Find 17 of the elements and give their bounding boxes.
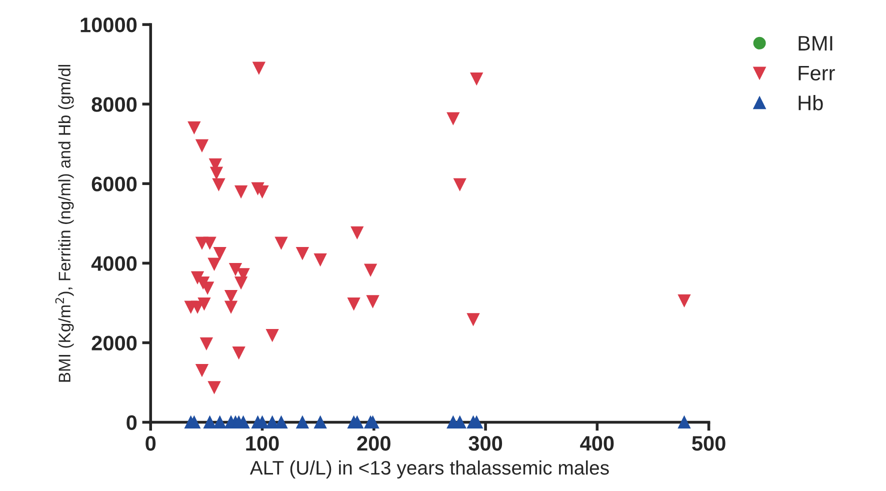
x-tick-label: 0 bbox=[146, 436, 156, 451]
y-tick-label: 6000 bbox=[92, 176, 137, 192]
y-tick-label: 4000 bbox=[91, 256, 137, 271]
x-tick-label: 100 bbox=[246, 436, 279, 451]
y-tick-label: 0 bbox=[126, 415, 137, 430]
x-tick-label: 400 bbox=[580, 436, 614, 451]
legend-label: BMI bbox=[798, 36, 832, 50]
y-axis-title: BMI (Kg/m$^{2}$), Ferritin (ng/ml) and Hb (gm/dl bbox=[55, 64, 74, 382]
y-tick-label: 8000 bbox=[92, 97, 137, 112]
y-tick-label: 2000 bbox=[92, 336, 137, 350]
x-tick-label: 200 bbox=[357, 436, 390, 451]
x-tick-label: 500 bbox=[692, 436, 726, 451]
y-tick-label: 10000 bbox=[80, 18, 137, 32]
legend-label: Hb bbox=[798, 95, 823, 110]
legend-label: Ferr bbox=[798, 66, 835, 80]
x-axis-title: ALT (U/L) in <13 years thalassemic males bbox=[250, 460, 609, 479]
x-tick-label: 300 bbox=[468, 436, 502, 451]
